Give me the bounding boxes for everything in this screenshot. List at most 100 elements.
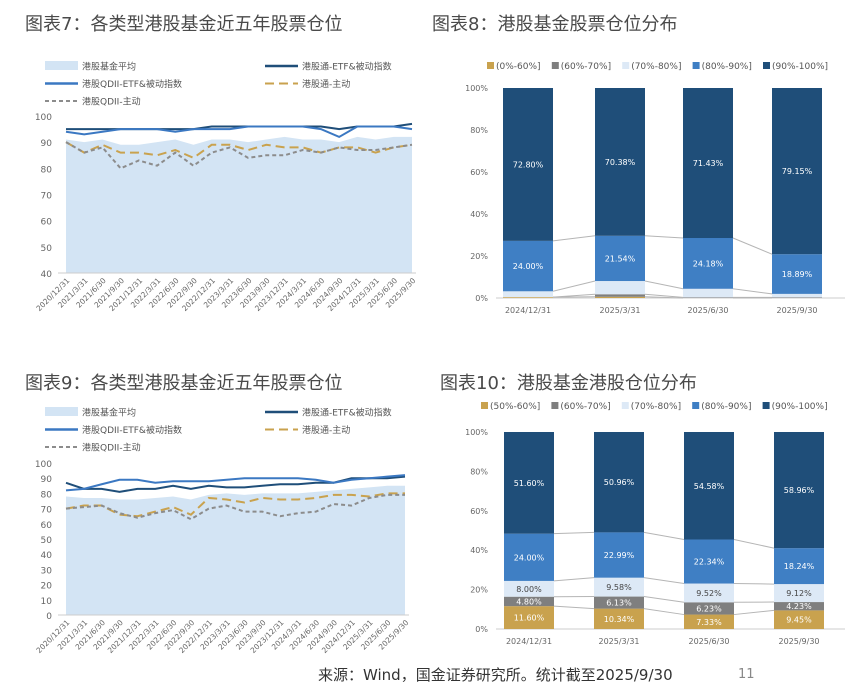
chart8-data-label: 21.54% (605, 254, 636, 263)
chart8-bar-segment (503, 297, 553, 298)
chart10-y-tick: 100% (465, 428, 488, 437)
chart8-legend-swatch-2 (622, 62, 630, 69)
chart10-data-label: 18.24% (784, 562, 815, 571)
chart7-y-tick: 100 (35, 113, 52, 123)
chart8-bar-segment (503, 240, 553, 292)
chart9-legend-swatch-0 (45, 407, 78, 416)
chart8-legend-swatch-4 (763, 62, 770, 69)
chart8-data-label: 79.15% (782, 167, 813, 176)
chart10-legend-swatch-1 (551, 402, 559, 409)
chart10-data-label: 9.52% (696, 589, 722, 598)
chart8-x-tick: 2024/12/31 (505, 306, 551, 315)
chart10-data-label: 24.00% (514, 553, 545, 562)
chart8-bar-segment (683, 238, 733, 289)
chart10-legend-swatch-2 (621, 402, 629, 409)
chart8-legend-label: (80%-90%] (702, 62, 752, 72)
chart9-y-tick: 20 (41, 582, 53, 592)
chart10-bar-segment (684, 614, 734, 629)
chart10-data-label: 4.23% (786, 602, 812, 611)
chart7-y-tick: 80 (41, 165, 53, 175)
chart9-y-tick: 0 (46, 612, 52, 622)
chart8-bar-segment (595, 296, 645, 298)
chart8-legend-label: (0%-60%] (496, 62, 541, 72)
chart10-bar-segment (594, 532, 644, 578)
chart8-x-tick: 2025/3/31 (599, 306, 640, 315)
chart10-bar-segment (504, 432, 554, 534)
chart8-bar-segment (595, 294, 645, 297)
chart8-legend-swatch-3 (692, 62, 700, 69)
chart8-data-label: 24.00% (513, 262, 544, 271)
chart10-legend-label: (60%-70%] (560, 402, 610, 412)
chart7-legend-swatch-0 (45, 61, 78, 70)
chart8-y-tick: 60% (470, 168, 488, 177)
chart8-legend-label: (90%-100%] (772, 62, 828, 72)
chart8-y-tick: 20% (470, 252, 488, 261)
chart10-connector-line (553, 531, 595, 535)
chart8-connector-line (644, 296, 684, 299)
chart10-legend-swatch-0 (481, 402, 488, 409)
chart9-y-tick: 50 (41, 536, 53, 546)
chart10-x-tick: 2024/12/31 (506, 637, 552, 646)
chart8-connector-line (552, 280, 596, 292)
chart10-y-tick: 80% (470, 467, 488, 476)
chart10-data-label: 10.34% (604, 615, 635, 624)
chart7-series-area-avg (66, 136, 412, 273)
chart9-y-tick: 70 (41, 506, 53, 516)
chart8-y-tick: 100% (465, 84, 488, 93)
chart8-connector-line (552, 235, 596, 242)
chart7-legend-label: 港股基金平均 (82, 61, 136, 73)
chart10-bar-segment (774, 548, 824, 585)
chart10-connector-line (733, 609, 775, 616)
chart10-data-label: 58.96% (784, 486, 815, 495)
chart9-legend-label: 港股QDII-ETF&被动指数 (82, 424, 182, 436)
chart10-data-label: 9.45% (786, 616, 812, 625)
chart10-y-tick: 20% (470, 586, 488, 595)
chart7-legend-label: 港股通-主动 (302, 78, 350, 90)
chart10-legend-label: (70%-80%] (631, 402, 681, 412)
chart8-legend-swatch-1 (551, 62, 559, 69)
chart10-bar-segment (774, 610, 824, 629)
chart8-legend-label: (60%-70%] (561, 62, 611, 72)
chart7-title: 图表7：各类型港股基金近五年股票仓位 (25, 14, 343, 35)
chart9-y-tick: 100 (35, 460, 52, 470)
chart10-bar-segment (504, 606, 554, 629)
chart10-data-label: 9.58% (606, 583, 632, 592)
chart8-data-label: 18.89% (782, 270, 813, 279)
chart8-bar-segment (683, 297, 733, 298)
chart9-y-tick: 90 (41, 475, 53, 485)
chart8-bar-segment (503, 291, 553, 298)
chart8-bar-segment (595, 281, 645, 295)
chart10-data-label: 6.13% (606, 599, 632, 608)
chart9-series-area-avg (66, 485, 405, 615)
chart10-x-tick: 2025/3/31 (598, 637, 639, 646)
page-number: 11 (738, 667, 755, 682)
chart8-bar-segment (772, 297, 822, 298)
chart10-y-tick: 40% (470, 546, 488, 555)
chart7-legend-label: 港股通-ETF&被动指数 (302, 61, 392, 73)
chart8-x-tick: 2025/9/30 (776, 306, 817, 315)
chart9-series-line-2 (65, 474, 406, 492)
chart9-legend-label: 港股通-ETF&被动指数 (302, 407, 392, 419)
chart8-data-label: 24.18% (693, 259, 724, 268)
chart10-data-label: 50.96% (604, 478, 635, 487)
chart10-x-tick: 2025/9/30 (778, 637, 819, 646)
chart10-bar-segment (504, 533, 554, 581)
chart10-data-label: 8.00% (516, 585, 542, 594)
chart10-legend-label: (50%-60%] (490, 402, 540, 412)
chart8-y-tick: 0% (475, 294, 488, 303)
chart8-y-tick: 40% (470, 210, 488, 219)
chart9-legend-label: 港股通-主动 (302, 424, 350, 436)
chart9-y-tick: 80 (41, 490, 53, 500)
chart10-title: 图表10：港股基金港股仓位分布 (440, 373, 697, 394)
chart8-bar-segment (772, 88, 822, 255)
chart10-bar-segment (774, 584, 824, 603)
chart8-x-tick: 2025/6/30 (687, 306, 728, 315)
chart10-bar-segment (774, 602, 824, 611)
chart10-connector-line (733, 539, 775, 549)
chart8-connector-line (644, 235, 684, 239)
chart10-connector-line (733, 583, 775, 585)
chart10-connector-line (643, 596, 685, 603)
chart10-bar-segment (684, 602, 734, 615)
chart10-y-tick: 60% (470, 507, 488, 516)
chart7-series-line-3 (65, 141, 413, 160)
